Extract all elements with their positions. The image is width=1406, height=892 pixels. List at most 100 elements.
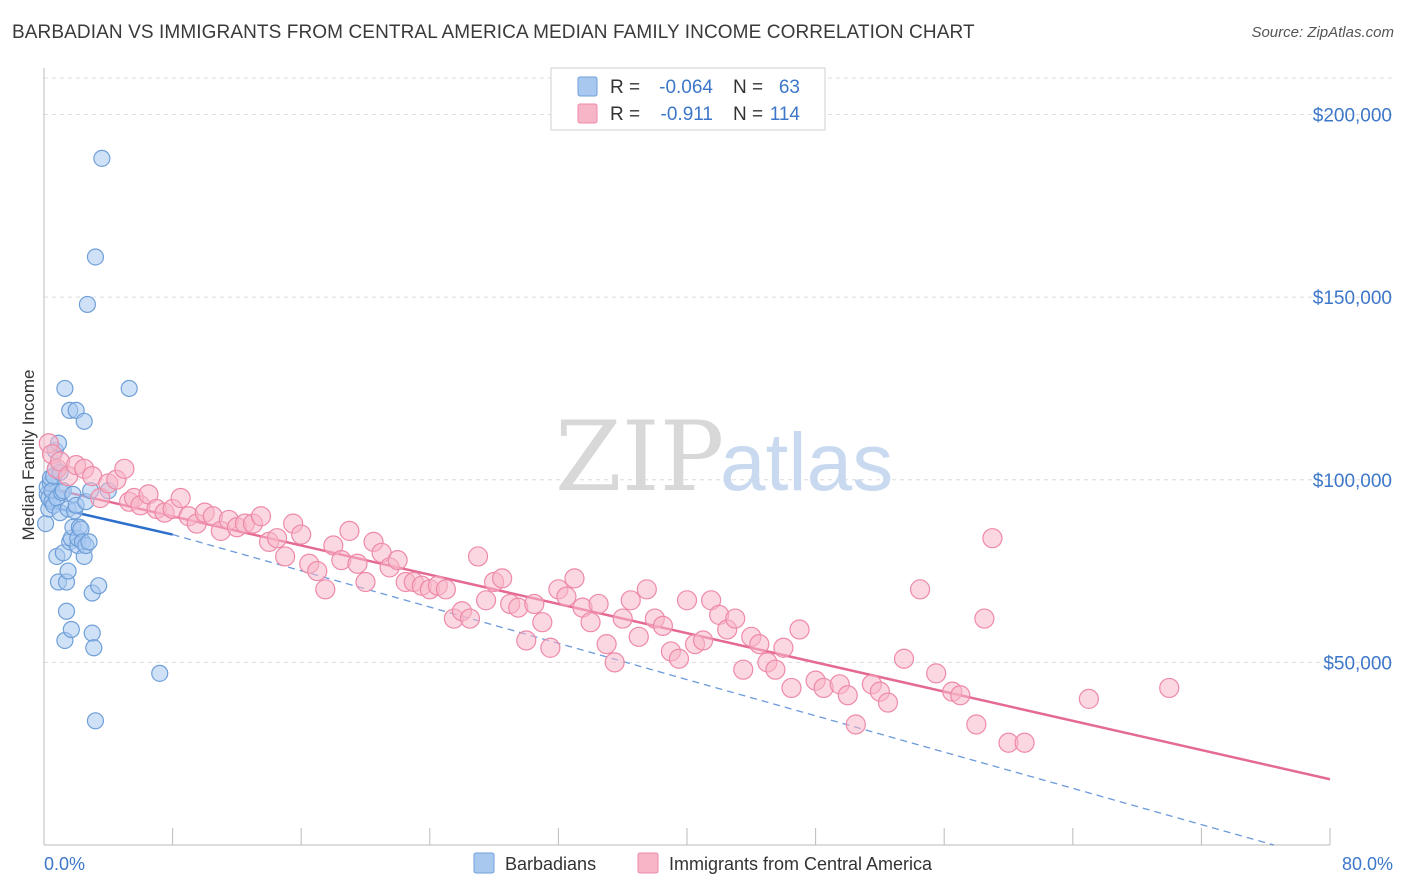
legend-n-label-1: N = <box>733 77 763 98</box>
legend-r-label-1: R = <box>610 77 640 98</box>
data-point <box>1078 688 1099 710</box>
series-central-america <box>38 433 1180 753</box>
y-axis-label: Median Family Income <box>19 369 38 540</box>
data-point <box>564 568 585 589</box>
data-point <box>588 593 609 615</box>
data-point <box>355 571 376 593</box>
trend-line-central-america <box>43 485 1331 781</box>
data-point <box>676 590 698 611</box>
data-point <box>86 712 105 730</box>
data-point <box>636 579 657 600</box>
data-point <box>250 506 272 527</box>
data-point <box>56 379 74 398</box>
data-point <box>315 579 336 600</box>
data-point <box>347 553 368 574</box>
y-tick-label: $150,000 <box>1313 288 1392 309</box>
gridlines <box>44 77 1392 663</box>
data-point <box>114 458 135 479</box>
data-point <box>620 590 641 611</box>
data-point <box>62 620 80 639</box>
data-point <box>59 562 77 580</box>
bottom-legend-swatch-blue <box>473 852 495 874</box>
data-point <box>120 379 138 398</box>
data-point <box>93 149 111 167</box>
data-point <box>974 608 995 629</box>
y-tick-label: $200,000 <box>1313 106 1392 127</box>
data-point <box>877 692 899 713</box>
data-point <box>516 630 537 651</box>
data-point <box>151 664 169 682</box>
data-point <box>982 528 1003 549</box>
data-point <box>467 546 489 567</box>
data-point <box>893 648 915 669</box>
data-point <box>86 248 105 266</box>
data-point <box>540 637 561 658</box>
trend-lines <box>43 485 1331 846</box>
data-point <box>789 619 810 640</box>
watermark-atlas: atlas <box>720 417 893 508</box>
x-tick-label: 0.0% <box>44 854 85 874</box>
data-point <box>926 663 947 684</box>
watermark-zip: ZIP <box>555 401 724 513</box>
bottom-legend-swatch-pink <box>637 852 659 874</box>
legend-r-value-2: -0.911 <box>661 104 713 125</box>
data-point <box>532 612 553 633</box>
watermark: ZIP atlas <box>555 401 893 513</box>
data-point <box>459 608 481 629</box>
data-point <box>725 608 746 629</box>
data-point <box>1014 732 1035 753</box>
data-point <box>652 615 673 636</box>
chart-title: BARBADIAN VS IMMIGRANTS FROM CENTRAL AME… <box>12 22 975 43</box>
data-point <box>435 579 456 600</box>
legend-r-label-2: R = <box>610 104 640 125</box>
data-point <box>80 533 98 551</box>
data-point <box>57 602 76 620</box>
y-tick-labels: $50,000 $100,000 $150,000 $200,000 <box>1313 106 1392 675</box>
data-point <box>845 714 866 735</box>
data-point <box>628 626 649 647</box>
data-points <box>37 149 1180 753</box>
data-point <box>773 637 794 658</box>
data-point <box>275 546 296 567</box>
y-tick-label: $50,000 <box>1323 653 1392 674</box>
legend-r-value-1: -0.064 <box>659 77 713 98</box>
data-point <box>580 612 601 633</box>
data-point <box>765 659 786 680</box>
data-point <box>475 590 497 611</box>
data-point <box>781 677 802 699</box>
legend-swatch-blue <box>577 76 598 97</box>
data-point <box>170 487 191 509</box>
bottom-legend: Barbadians Immigrants from Central Ameri… <box>473 852 933 874</box>
data-point <box>78 295 97 314</box>
legend-n-value-1: 63 <box>779 77 800 98</box>
data-point <box>612 608 633 629</box>
data-point <box>596 634 617 655</box>
data-point <box>37 514 55 533</box>
source-label: Source: ZipAtlas.com <box>1251 24 1394 41</box>
bottom-legend-label-1: Barbadians <box>505 854 596 874</box>
data-point <box>837 685 858 706</box>
y-tick-label: $100,000 <box>1313 471 1392 492</box>
bottom-legend-label-2: Immigrants from Central America <box>669 854 933 874</box>
data-point <box>1159 677 1180 699</box>
data-point <box>749 634 770 655</box>
x-tick-labels: 0.0% 80.0% <box>44 854 1393 874</box>
data-point <box>85 639 103 657</box>
data-point <box>556 586 577 607</box>
x-tick-label: 80.0% <box>1342 854 1393 874</box>
legend-n-value-2: 114 <box>770 104 801 125</box>
data-point <box>492 568 513 589</box>
data-point <box>733 659 754 680</box>
data-point <box>266 528 288 549</box>
data-point <box>950 685 971 706</box>
legend: R = -0.064 N = 63 R = -0.911 N = 114 <box>550 67 826 131</box>
data-point <box>83 624 101 642</box>
legend-n-label-2: N = <box>733 104 763 125</box>
trend-line-barbadians-extension <box>172 533 1274 846</box>
legend-swatch-pink <box>577 103 598 124</box>
data-point <box>291 524 312 545</box>
data-point <box>387 550 408 571</box>
data-point <box>339 520 360 541</box>
data-point <box>668 648 690 669</box>
data-point <box>90 577 108 595</box>
